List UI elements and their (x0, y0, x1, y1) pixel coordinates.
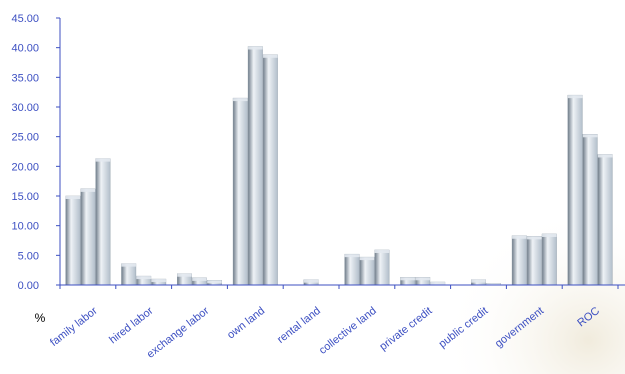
bar (136, 275, 152, 286)
x-tick-label: hired labor (107, 305, 156, 347)
y-tick-label: 25.00 (11, 132, 39, 144)
bar (247, 46, 263, 286)
y-tick-label: 20.00 (11, 161, 39, 173)
bar (415, 277, 431, 286)
bar (471, 279, 486, 286)
y-tick-label: 10.00 (11, 221, 39, 233)
bar (121, 263, 137, 286)
bar (95, 158, 111, 286)
y-tick-label: 5.00 (18, 250, 39, 262)
bar (582, 134, 598, 286)
bar (567, 94, 583, 286)
y-tick-label: 15.00 (11, 191, 39, 203)
x-tick-label: own land (225, 305, 267, 342)
bar (80, 188, 96, 286)
bar (207, 280, 222, 286)
x-tick-label: family labor (48, 305, 100, 349)
x-tick-label: collective land (317, 305, 379, 357)
bar (511, 235, 527, 286)
bar (344, 253, 360, 286)
bar (303, 279, 319, 286)
y-tick-label: 0.00 (18, 280, 39, 292)
bar (65, 195, 81, 286)
bar (541, 233, 557, 286)
bar (232, 97, 248, 286)
bar (526, 236, 542, 286)
bar (374, 249, 390, 286)
bar (400, 277, 416, 286)
y-tick-label: 30.00 (11, 102, 39, 114)
bar (359, 256, 375, 286)
y-axis-label: % (35, 311, 46, 325)
bar (262, 54, 278, 286)
bar (192, 277, 207, 286)
x-tick-label: rental land (275, 305, 323, 346)
bar (177, 273, 192, 286)
bar (151, 278, 167, 286)
y-tick-label: 45.00 (11, 13, 39, 25)
y-tick-label: 40.00 (11, 43, 39, 55)
bar (597, 154, 613, 286)
y-tick-label: 35.00 (11, 72, 39, 84)
x-tick-label: exchange labor (145, 305, 212, 361)
